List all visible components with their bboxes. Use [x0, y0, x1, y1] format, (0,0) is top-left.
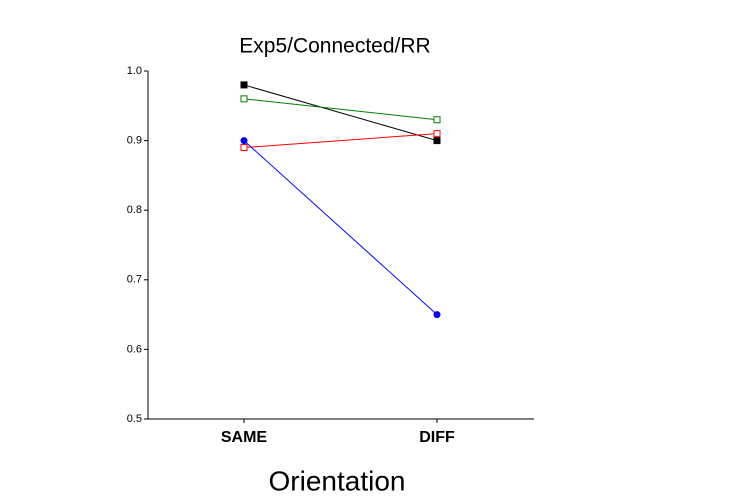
series-line — [243, 98, 438, 121]
series-line — [243, 133, 438, 149]
point — [433, 130, 441, 138]
y-tick-label: 0.9 — [127, 135, 142, 147]
y-tick-label: 0.7 — [127, 274, 142, 286]
y-tick-label: 0.5 — [127, 413, 142, 425]
point — [240, 81, 248, 89]
point — [433, 116, 441, 124]
y-tick-label: 1.0 — [127, 65, 142, 77]
point — [433, 311, 441, 319]
y-tick-label: 0.8 — [127, 204, 142, 216]
point — [433, 137, 441, 145]
point — [240, 137, 248, 145]
x-axis-label: Orientation — [269, 465, 406, 496]
x-tick-label: DIFF — [419, 429, 455, 446]
point — [240, 95, 248, 103]
series-line — [243, 140, 438, 315]
x-tick-label: SAME — [221, 429, 268, 446]
series-line — [243, 84, 438, 142]
point — [240, 144, 248, 152]
chart-title: Exp5/Connected/RR — [239, 35, 430, 58]
y-tick-label: 0.6 — [127, 343, 142, 355]
